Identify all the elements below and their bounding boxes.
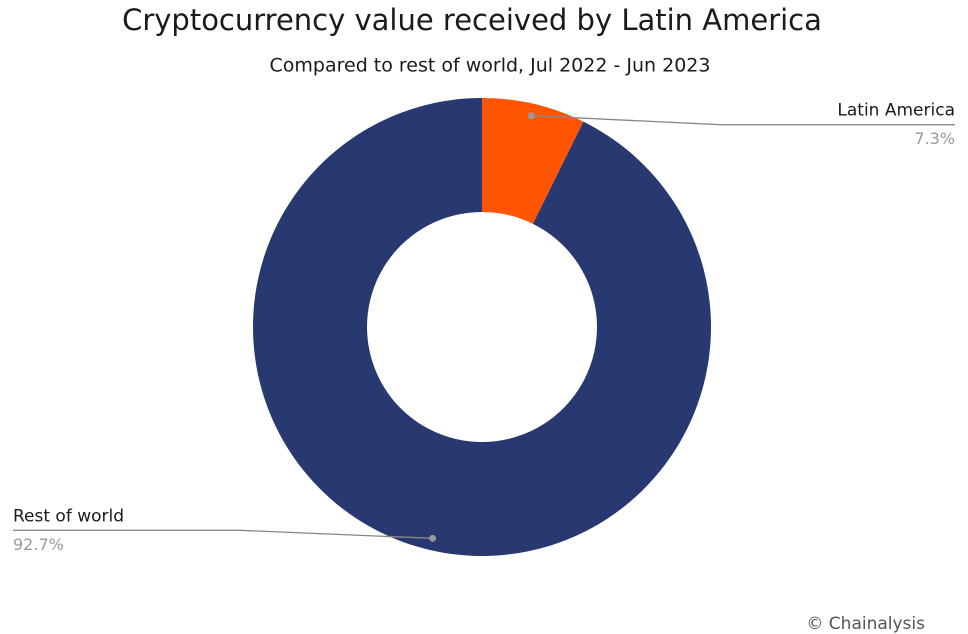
leader-line	[531, 115, 955, 126]
leader-dot	[429, 534, 437, 542]
chart-title: Cryptocurrency value received by Latin A…	[122, 3, 822, 37]
slice	[482, 98, 584, 224]
source: © Chainalysis	[806, 614, 925, 634]
leader-dot	[527, 112, 535, 120]
value-label: 92.7%	[13, 535, 64, 554]
value-label: 7.3%	[914, 129, 955, 148]
category-label: Rest of world	[13, 506, 124, 526]
category-label: Latin America	[837, 101, 955, 121]
leader-line	[13, 529, 433, 539]
chart-subtitle: Compared to rest of world, Jul 2022 - Ju…	[270, 55, 711, 77]
slice	[253, 98, 712, 556]
